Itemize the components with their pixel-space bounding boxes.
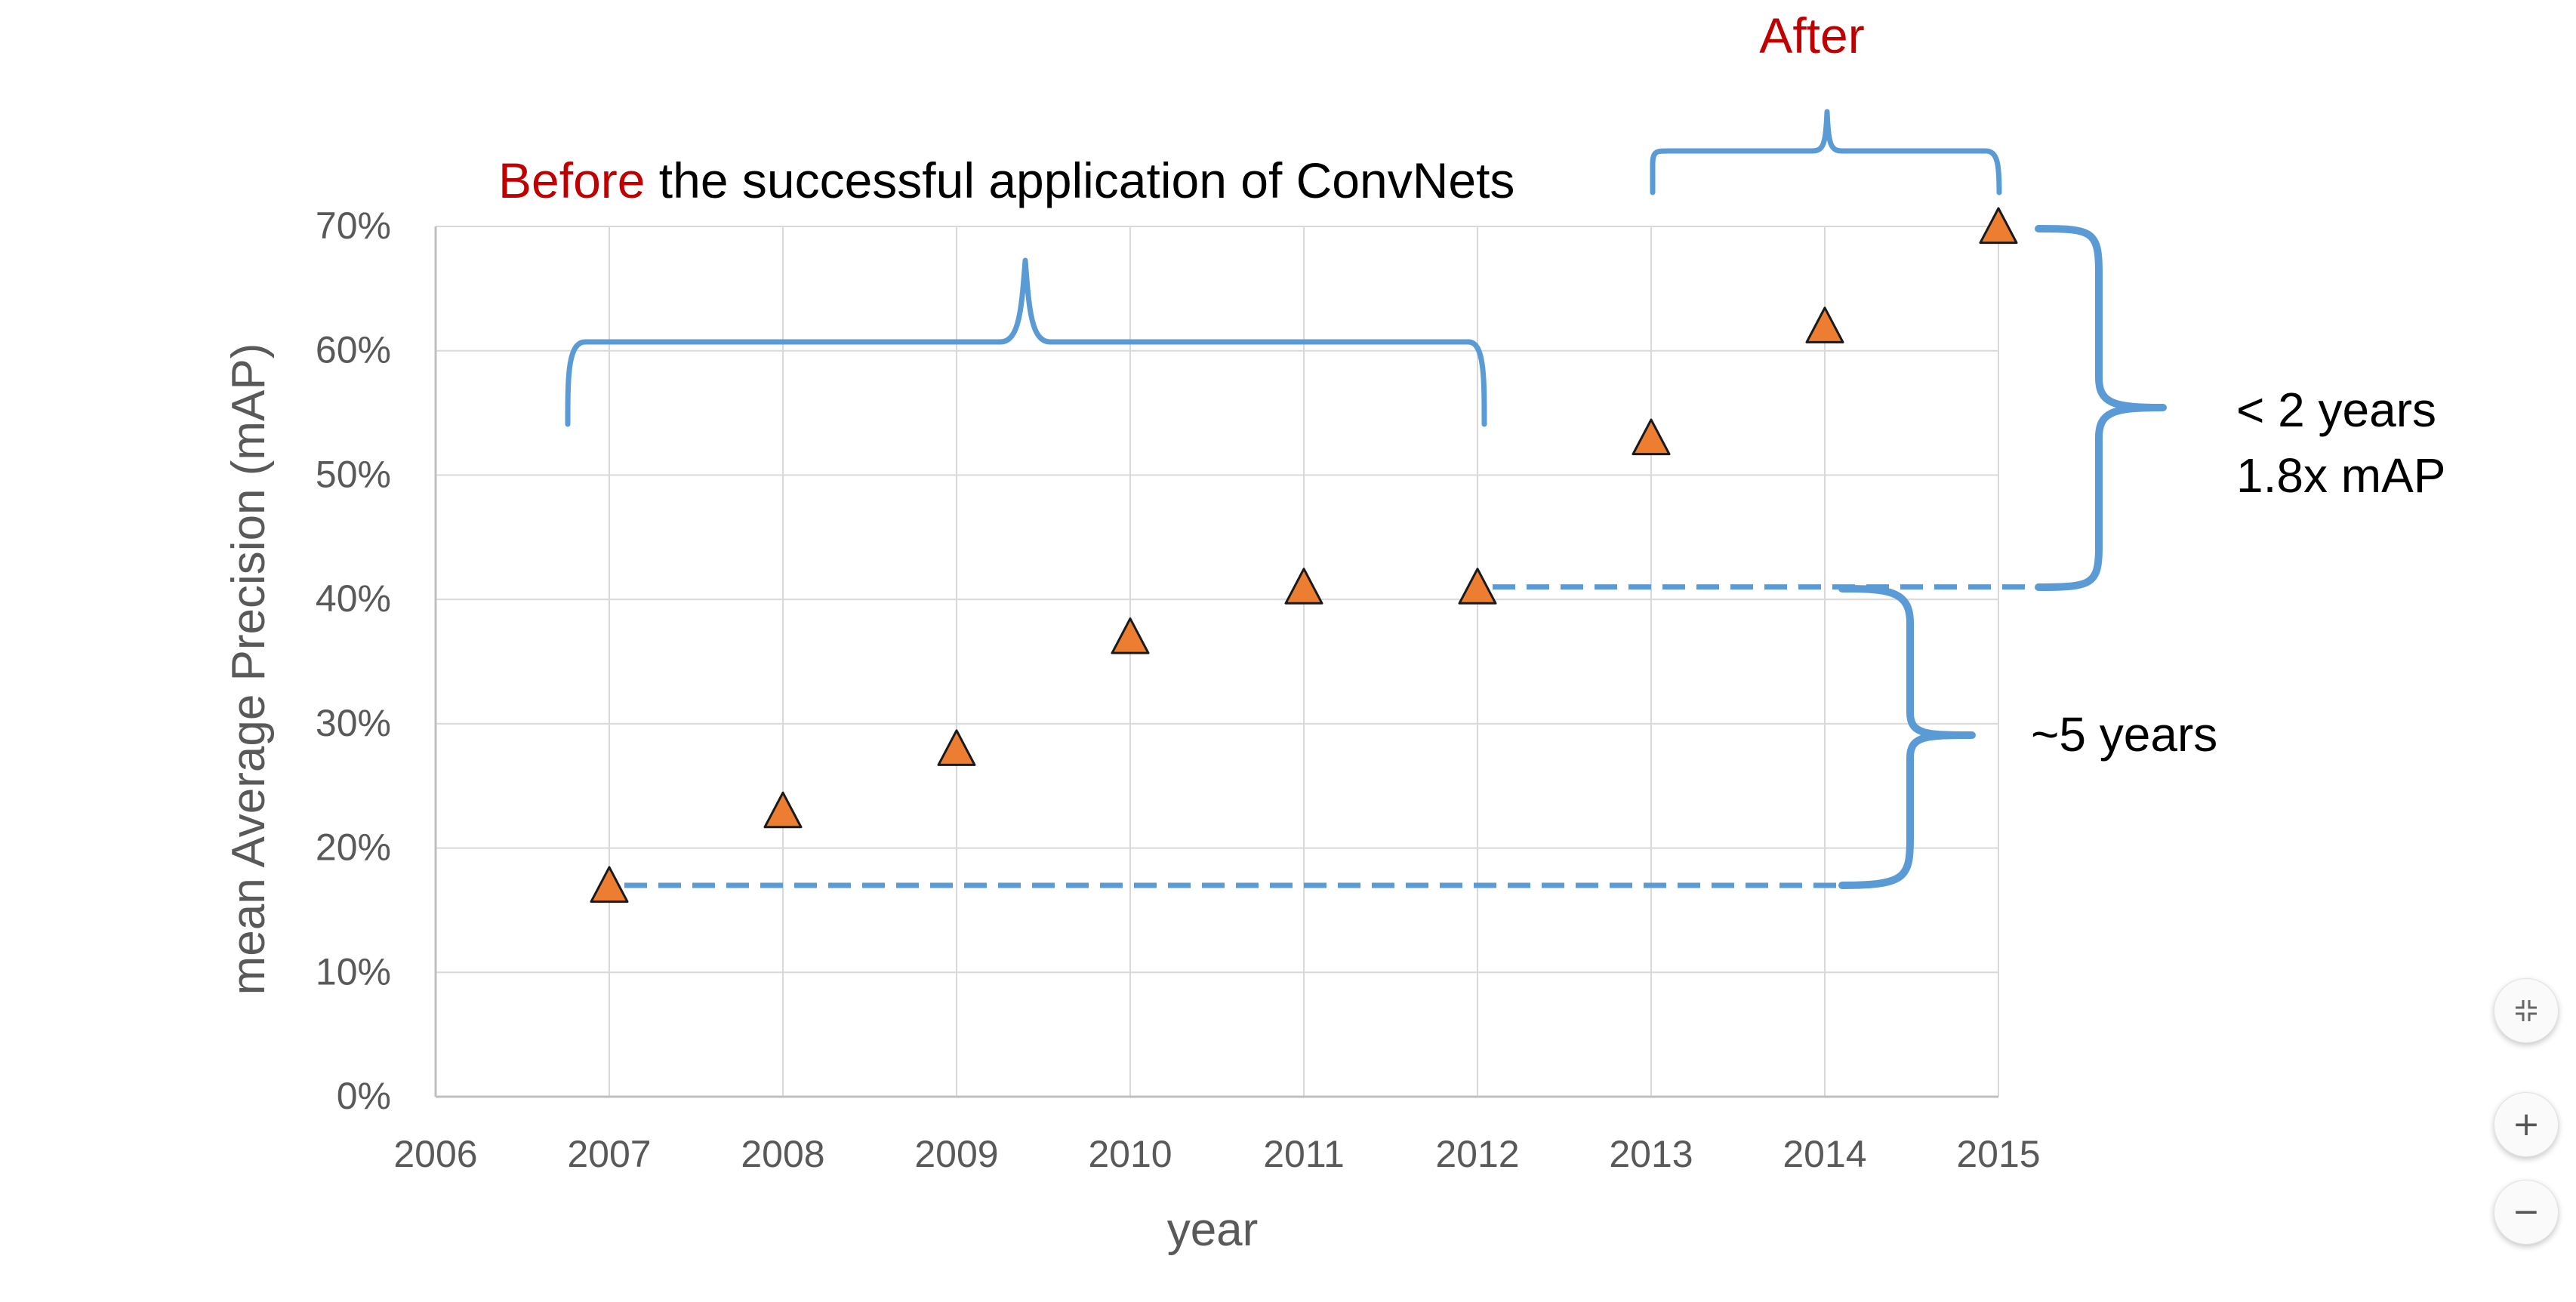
data-point-2010 [1111, 617, 1150, 654]
x-tick-label: 2015 [1956, 1133, 2040, 1175]
data-point-2011 [1284, 568, 1323, 605]
x-tick-label: 2012 [1435, 1133, 1519, 1175]
y-tick-label: 30% [316, 702, 391, 744]
after-bracket [1650, 109, 2002, 195]
x-tick-label: 2014 [1783, 1133, 1866, 1175]
y-tick-label: 20% [316, 826, 391, 869]
after-annotation: After [1759, 8, 1864, 63]
x-tick-label: 2006 [393, 1133, 477, 1175]
y-tick-label: 70% [316, 205, 391, 247]
zoom-out-button[interactable]: − [2494, 1180, 2559, 1245]
y-tick-label: 0% [337, 1075, 391, 1117]
x-axis-title: year [1167, 1204, 1259, 1256]
before-highlight: Before [498, 152, 645, 208]
y-tick-label: 60% [316, 329, 391, 371]
data-point-2008 [763, 791, 803, 829]
zoom-in-label: + [2512, 1105, 2541, 1143]
data-point-2013 [1632, 418, 1671, 456]
zoom-out-label: − [2512, 1193, 2541, 1231]
fit-view-button[interactable] [2494, 978, 2559, 1043]
two-years-annotation: < 2 years [2236, 383, 2436, 437]
y-tick-label: 40% [316, 577, 391, 620]
y-axis-title: mean Average Precision (mAP) [223, 343, 275, 996]
x-tick-label: 2013 [1609, 1133, 1693, 1175]
data-point-2014 [1805, 306, 1844, 343]
y-tick-label: 50% [316, 453, 391, 495]
x-tick-label: 2008 [741, 1133, 824, 1175]
x-tick-label: 2010 [1088, 1133, 1172, 1175]
before-annotation: Before the successful application of Con… [498, 152, 1514, 208]
two-years-brace [2035, 225, 2167, 591]
before-rest: the successful application of ConvNets [645, 152, 1514, 208]
zoom-in-button[interactable]: + [2494, 1092, 2559, 1157]
data-point-2009 [937, 729, 976, 766]
five-years-annotation: ~5 years [2031, 707, 2217, 762]
data-point-2015 [1979, 207, 2018, 245]
x-tick-label: 2007 [567, 1133, 651, 1175]
collapse-icon [2516, 1000, 2537, 1021]
data-point-2012 [1458, 568, 1497, 605]
y-tick-label: 10% [316, 950, 391, 993]
two-years-mAP-annotation: 1.8x mAP [2236, 448, 2445, 503]
before-bracket [565, 257, 1487, 427]
data-point-2007 [590, 866, 629, 903]
five-years-brace [1838, 585, 1976, 889]
x-tick-label: 2011 [1263, 1133, 1345, 1175]
x-tick-label: 2009 [914, 1133, 998, 1175]
